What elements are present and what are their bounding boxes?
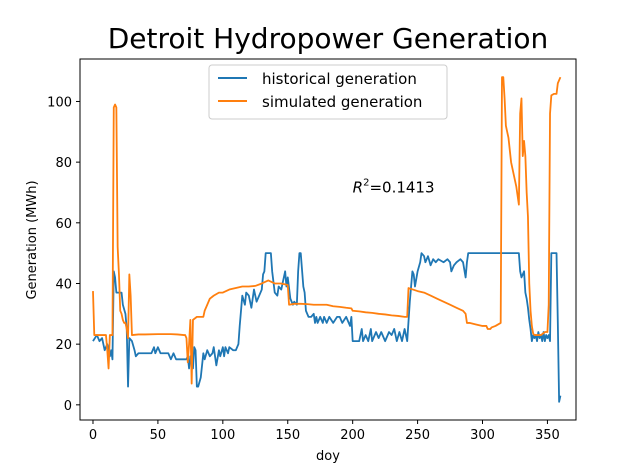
legend-label-historical: historical generation bbox=[262, 70, 417, 88]
x-tick-label: 50 bbox=[150, 428, 167, 443]
y-tick-label: 80 bbox=[55, 156, 72, 171]
annotation-superscript: 2 bbox=[363, 177, 369, 188]
x-tick-label: 0 bbox=[89, 428, 97, 443]
x-tick-label: 300 bbox=[470, 428, 495, 443]
legend-box bbox=[208, 64, 448, 120]
chart-title: Detroit Hydropower Generation bbox=[108, 22, 549, 55]
y-axis-ticks: 0 20 40 60 80 100 bbox=[47, 95, 80, 414]
series-line-historical bbox=[92, 252, 562, 403]
y-tick-label: 20 bbox=[55, 338, 72, 353]
legend-label-simulated: simulated generation bbox=[262, 93, 422, 111]
x-tick-label: 200 bbox=[340, 428, 365, 443]
y-axis-label: Generation (MWh) bbox=[25, 180, 40, 299]
x-axis-label: doy bbox=[316, 449, 340, 464]
x-tick-label: 350 bbox=[535, 428, 560, 443]
annotation-prefix: R bbox=[353, 178, 363, 196]
series-layer bbox=[92, 76, 562, 403]
legend: historical generation simulated generati… bbox=[208, 64, 448, 120]
x-axis-ticks: 0 50 100 150 200 250 300 350 bbox=[89, 420, 560, 443]
y-tick-label: 60 bbox=[55, 217, 72, 232]
r-squared-annotation: R2=0.1413 bbox=[353, 177, 435, 196]
y-tick-label: 0 bbox=[64, 399, 72, 414]
x-tick-label: 100 bbox=[210, 428, 235, 443]
x-tick-label: 150 bbox=[275, 428, 300, 443]
annotation-suffix: =0.1413 bbox=[369, 178, 434, 196]
x-tick-label: 250 bbox=[405, 428, 430, 443]
y-tick-label: 100 bbox=[47, 95, 72, 110]
y-tick-label: 40 bbox=[55, 277, 72, 292]
series-line-simulated bbox=[92, 76, 562, 385]
